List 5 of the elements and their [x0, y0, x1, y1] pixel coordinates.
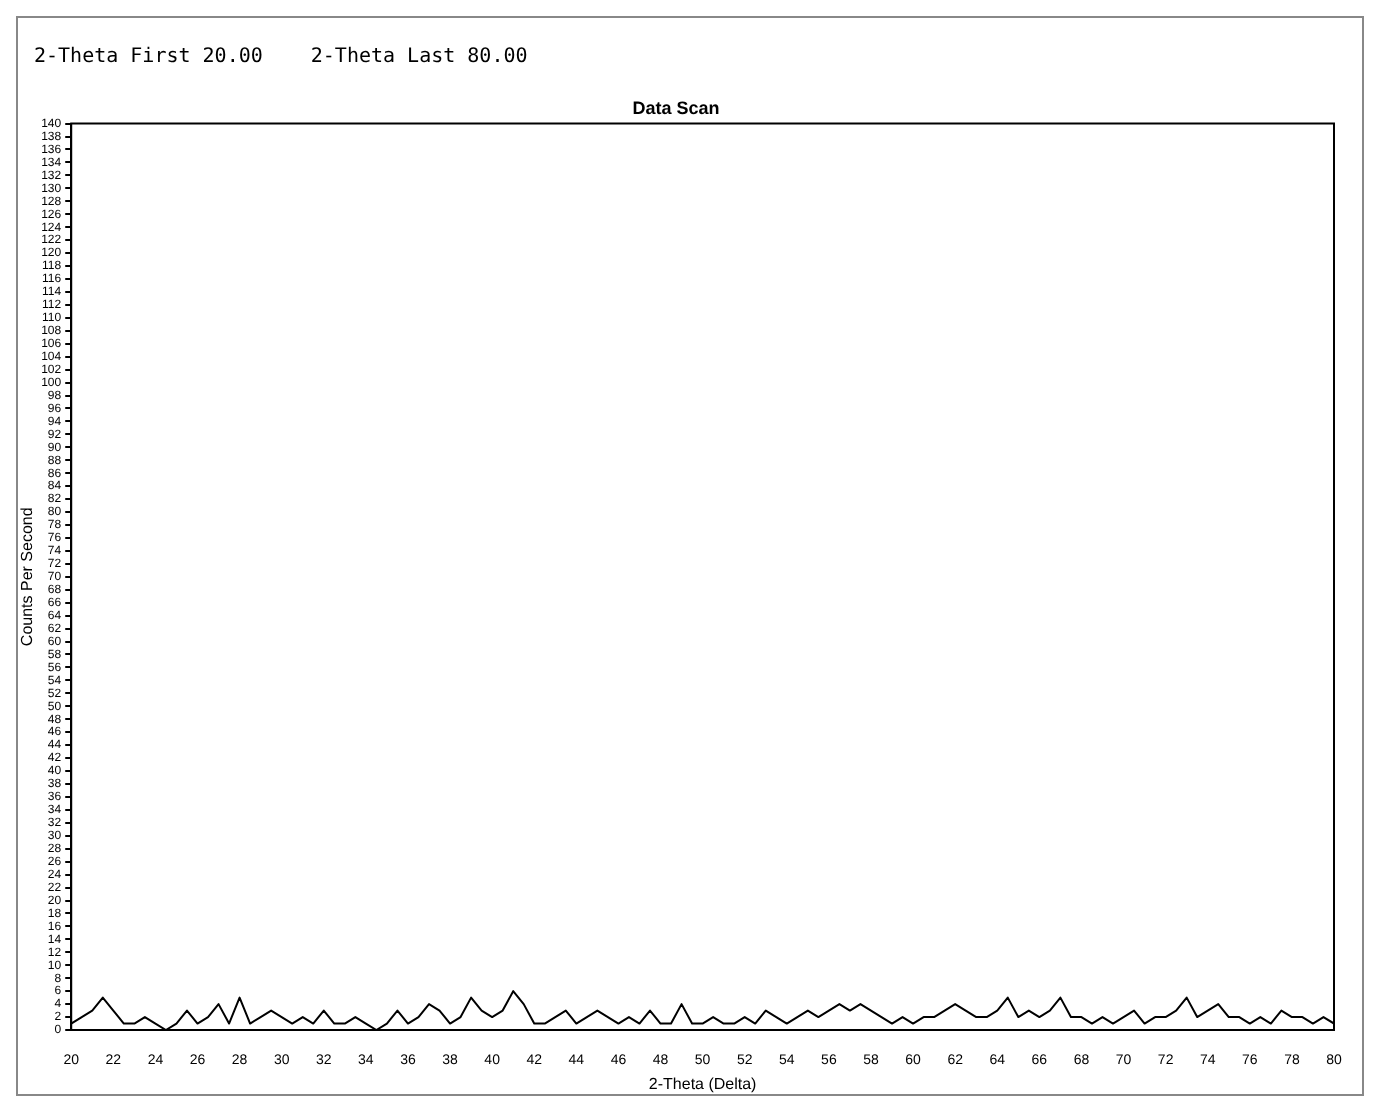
x-axis-title: 2-Theta (Delta)	[648, 1074, 758, 1093]
chart-title: Data Scan	[632, 97, 720, 118]
y-axis-title: Counts Per Second	[18, 507, 37, 647]
text: 2-Theta First 20.00	[34, 45, 263, 67]
text: 2-Theta Last 80.00	[310, 45, 528, 67]
